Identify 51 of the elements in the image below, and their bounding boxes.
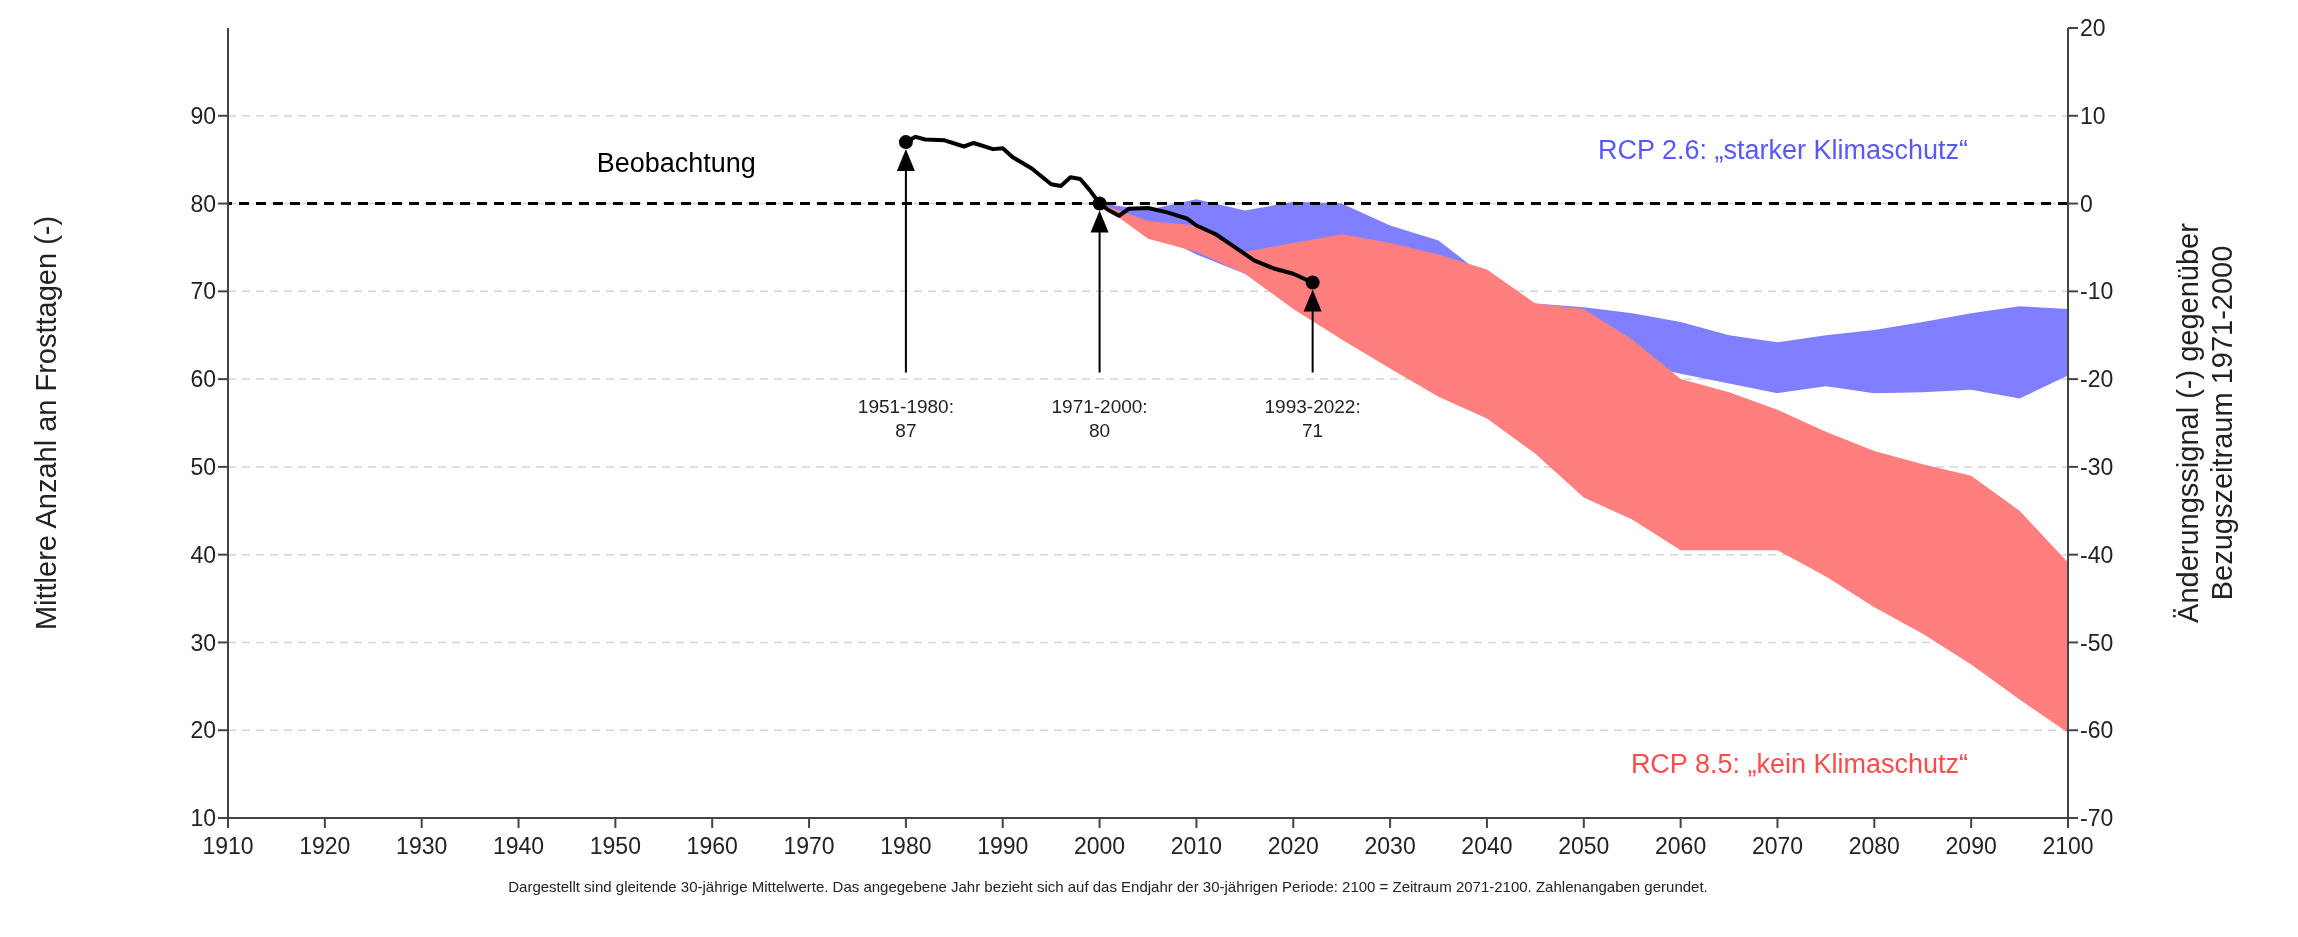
x-tick-label: 1960 — [686, 833, 738, 860]
x-tick-label: 2090 — [1945, 833, 1997, 860]
x-tick-label: 2060 — [1655, 833, 1707, 860]
y-tick-label: 90 — [190, 102, 216, 129]
y-tick-label: 30 — [190, 629, 216, 656]
y2-tick-label: -70 — [2080, 805, 2114, 832]
x-tick-label: 1930 — [396, 833, 448, 860]
x-tick-label: 2030 — [1364, 833, 1416, 860]
text: Beobachtung — [596, 148, 756, 179]
point — [1305, 275, 1320, 290]
y2-tick-label: 20 — [2080, 15, 2106, 42]
x-tick-label: 1910 — [202, 833, 254, 860]
y2-tick-label: -20 — [2080, 366, 2114, 393]
x-tick-label: 2070 — [1751, 833, 1804, 860]
y-axis-title: Mittlere Anzahl an Frosttagen (-) — [29, 215, 62, 631]
x-tick-label: 1940 — [492, 833, 545, 860]
annotation: 1951-1980: 87 — [857, 395, 954, 441]
x-tick-label: 2100 — [2042, 833, 2094, 860]
point — [898, 135, 913, 150]
y-tick-label: 10 — [190, 805, 216, 832]
text: Dargestellt sind gleitende 30-jährige Mittelwerte. Das angegebene Jahr bezieht sich auf das Endjahr der 30-jährigen Periode: 2100 = Zeitraum 2071-2100. Zahlenangaben gerundet. — [507, 878, 1709, 895]
x-tick-label: 2000 — [1073, 833, 1126, 860]
x-tick-label: 2050 — [1558, 833, 1610, 860]
x-tick-label: 1990 — [977, 833, 1029, 860]
y-tick-label: 70 — [190, 278, 216, 305]
y2-tick-label: -50 — [2080, 629, 2114, 656]
y-tick-label: 40 — [190, 541, 216, 568]
y-tick-label: 50 — [190, 454, 216, 481]
y-tick-label: 20 — [190, 717, 216, 744]
y-tick-label: 80 — [190, 190, 216, 217]
point — [1092, 196, 1107, 211]
x-tick-label: 1950 — [589, 833, 641, 860]
x-tick-label: 2010 — [1170, 833, 1223, 860]
legend-label: RCP 2.6: „starker Klimaschutz“ — [1597, 134, 1968, 165]
annotation: 1971-2000: 80 — [1051, 395, 1148, 441]
x-tick-label: 2040 — [1461, 833, 1513, 860]
x-tick-label: 2020 — [1267, 833, 1319, 860]
y2-tick-label: 0 — [2080, 190, 2093, 217]
y2-axis-title: Änderungssignal (-) gegenüber Bezugszeitraum 1971-2000 — [2172, 222, 2238, 623]
y2-tick-label: -30 — [2080, 454, 2114, 481]
y2-tick-label: 10 — [2080, 102, 2106, 129]
y2-tick-label: -10 — [2080, 278, 2114, 305]
legend-label: RCP 8.5: „kein Klimaschutz“ — [1630, 748, 1968, 779]
y2-tick-label: -60 — [2080, 717, 2114, 744]
x-tick-label: 1970 — [783, 833, 835, 860]
annotation: 1993-2022: 71 — [1264, 395, 1361, 441]
y-tick-label: 60 — [190, 366, 216, 393]
x-tick-label: 1920 — [299, 833, 351, 860]
y2-tick-label: -40 — [2080, 541, 2114, 568]
x-tick-label: 1980 — [880, 833, 932, 860]
x-tick-label: 2080 — [1848, 833, 1900, 860]
